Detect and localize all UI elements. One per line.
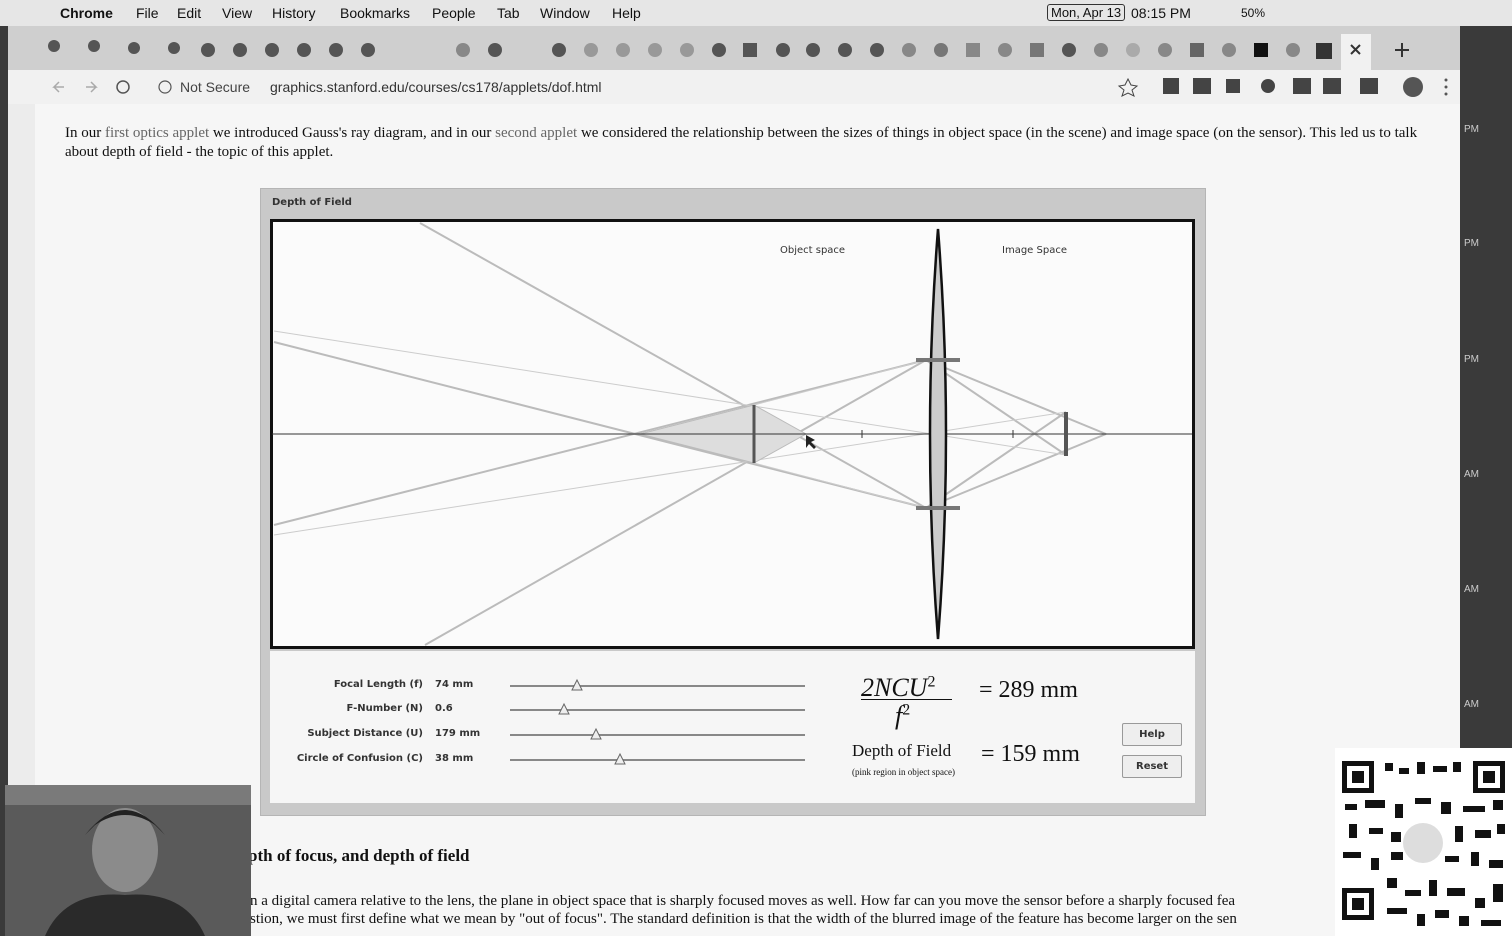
fraction-bar xyxy=(861,699,952,700)
menu[interactable]: File xyxy=(136,5,159,21)
menu[interactable]: Window xyxy=(540,5,590,21)
control-label: Subject Distance (U) xyxy=(307,728,423,739)
control-value: 179 mm xyxy=(435,728,481,739)
url[interactable]: graphics.stanford.edu/courses/cs178/appl… xyxy=(270,79,602,95)
extension-icons[interactable] xyxy=(1108,70,1460,104)
menu[interactable]: History xyxy=(272,5,316,21)
text: f xyxy=(895,701,903,730)
dof-note: (pink region in object space) xyxy=(852,767,955,777)
menu[interactable]: Edit xyxy=(177,5,202,21)
sliders[interactable] xyxy=(505,671,810,781)
control-label: Circle of Confusion (C) xyxy=(296,753,423,764)
app-menu[interactable]: Chrome xyxy=(60,5,113,21)
formula-denominator: f2 xyxy=(895,701,910,731)
link[interactable]: first optics applet xyxy=(105,125,210,141)
applet-title: Depth of Field xyxy=(272,197,352,208)
link[interactable]: second applet xyxy=(495,125,578,141)
qr-code[interactable] xyxy=(1335,748,1512,936)
section-line: stion, we must first define what we mean… xyxy=(250,911,1237,927)
reset-button[interactable]: Reset xyxy=(1122,755,1182,778)
background-text: AM xyxy=(1464,584,1479,595)
background-text: AM xyxy=(1464,469,1479,480)
exponent: 2 xyxy=(902,701,911,719)
nav-buttons[interactable] xyxy=(8,70,308,104)
menu[interactable]: People xyxy=(432,5,476,21)
menu[interactable]: Tab xyxy=(497,5,520,21)
security-label[interactable]: Not Secure xyxy=(180,79,251,95)
text: 2NCU xyxy=(861,673,928,702)
control-label: Focal Length (f) xyxy=(333,679,423,690)
menu[interactable]: Help xyxy=(612,5,641,21)
background-text: PM xyxy=(1464,238,1479,249)
menu-bar: Chrome File Edit View History Bookmarks … xyxy=(0,0,1512,26)
section-line: n a digital camera relative to the lens,… xyxy=(250,893,1236,909)
dof-label: Depth of Field xyxy=(852,741,952,760)
menu[interactable]: View xyxy=(222,5,253,21)
background-text: PM xyxy=(1464,124,1479,135)
time[interactable]: 08:15 PM xyxy=(1131,5,1191,21)
image-space-label: Image Space xyxy=(1002,245,1067,256)
applet: Depth of Field xyxy=(260,188,1206,816)
intro-paragraph: In our first optics applet we introduced… xyxy=(65,124,1440,162)
formula-numerator: 2NCU2 xyxy=(861,673,935,703)
background-text: AM xyxy=(1464,699,1479,710)
background-text: PM xyxy=(1464,354,1479,365)
control-label: F-Number (N) xyxy=(346,703,423,714)
formula-result: = 289 mm xyxy=(979,677,1078,703)
ray-diagram xyxy=(270,219,1195,649)
exponent: 2 xyxy=(927,673,936,691)
tab-icons xyxy=(48,34,1409,70)
date[interactable]: Mon, Apr 13 xyxy=(1047,4,1126,21)
menu[interactable]: Bookmarks xyxy=(340,5,411,21)
text: we considered the relationship between t… xyxy=(65,125,1418,160)
control-value: 74 mm xyxy=(435,679,474,690)
control-value: 38 mm xyxy=(435,753,474,764)
section-heading: pth of focus, and depth of field xyxy=(248,846,470,865)
tab-strip xyxy=(8,26,1460,70)
text: we introduced Gauss's ray diagram, and i… xyxy=(209,125,496,141)
dof-result: = 159 mm xyxy=(981,741,1080,767)
page: In our first optics applet we introduced… xyxy=(35,104,1460,936)
object-space-label: Object space xyxy=(780,245,846,256)
help-button[interactable]: Help xyxy=(1122,723,1182,746)
control-value: 0.6 xyxy=(435,703,453,714)
battery[interactable]: 50% xyxy=(1241,6,1266,20)
control-panel: Focal Length (f) 74 mm F-Number (N) 0.6 … xyxy=(270,651,1195,803)
webcam-overlay xyxy=(5,785,251,936)
address-bar: Not Secure graphics.stanford.edu/courses… xyxy=(8,70,1460,105)
text: In our xyxy=(65,125,105,141)
